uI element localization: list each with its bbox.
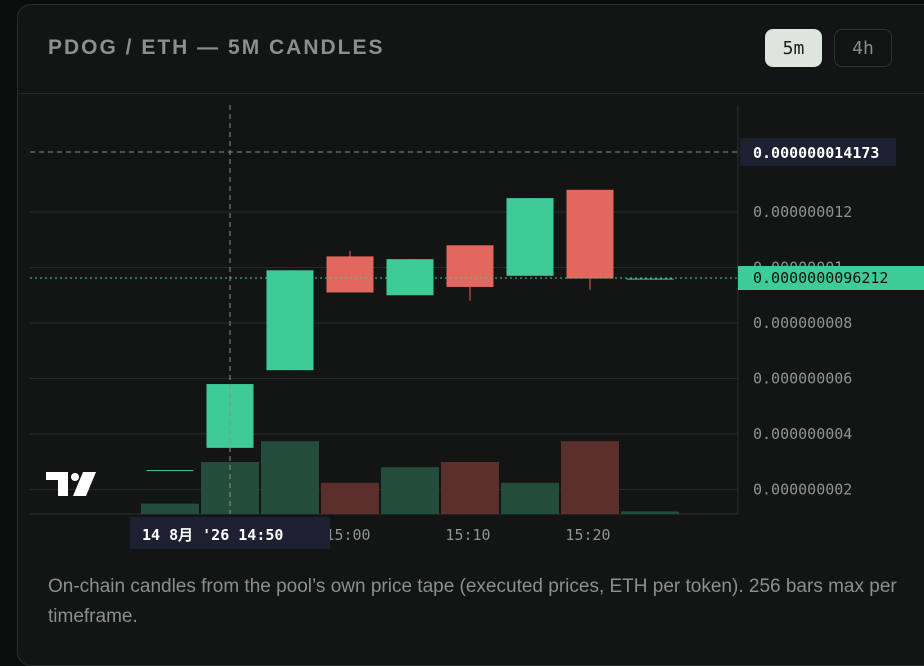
crosshair-price-tag xyxy=(740,138,896,166)
last-price-label: 0.0000000096212 xyxy=(753,269,888,287)
volume-bar xyxy=(561,441,619,514)
timeframe-4h-button[interactable]: 4h xyxy=(834,29,892,67)
candlestick-chart[interactable]: 0.000000002 0.000000004 0.000000006 0.00000… xyxy=(0,0,924,651)
candle-body xyxy=(146,470,194,472)
candle-body xyxy=(566,189,614,279)
x-tick-label: 15:10 xyxy=(445,526,490,544)
candle-body xyxy=(506,198,554,276)
y-tick-label: 0.000000002 xyxy=(753,481,852,499)
header-divider xyxy=(18,93,924,94)
chart-card xyxy=(17,4,924,666)
volume-bar xyxy=(261,441,319,514)
volume-bar xyxy=(441,462,499,514)
timeframe-5m-button[interactable]: 5m xyxy=(765,29,822,67)
candle-body xyxy=(446,245,494,287)
candle-body xyxy=(626,278,674,280)
chart-title: PDOG / ETH — 5M CANDLES xyxy=(48,36,385,59)
volume-bar xyxy=(381,467,439,514)
y-tick-label: 0.000000006 xyxy=(753,370,852,388)
y-tick-label: 0.000000004 xyxy=(753,425,852,443)
chart-footnote: On-chain candles from the pool’s own pri… xyxy=(48,576,897,627)
crosshair-time-tag xyxy=(130,517,330,549)
last-price-tag xyxy=(738,266,924,291)
candle-body xyxy=(266,270,314,371)
crosshair-price-label: 0.000000014173 xyxy=(753,144,879,162)
y-tick-label: 0.000000012 xyxy=(753,203,852,221)
x-tick-label: 15:20 xyxy=(565,526,610,544)
volume-bar xyxy=(141,503,199,514)
tradingview-logo[interactable] xyxy=(46,472,96,496)
volume-bar xyxy=(621,511,679,514)
candle-body xyxy=(326,256,374,293)
volume-bar xyxy=(321,482,379,514)
candle-body xyxy=(386,259,434,296)
crosshair-time-label: 14 8月 '26 14:50 xyxy=(142,526,283,544)
volume-bar xyxy=(501,482,559,514)
y-tick-label: 0.000000008 xyxy=(753,314,852,332)
x-tick-label: 15:00 xyxy=(325,526,370,544)
